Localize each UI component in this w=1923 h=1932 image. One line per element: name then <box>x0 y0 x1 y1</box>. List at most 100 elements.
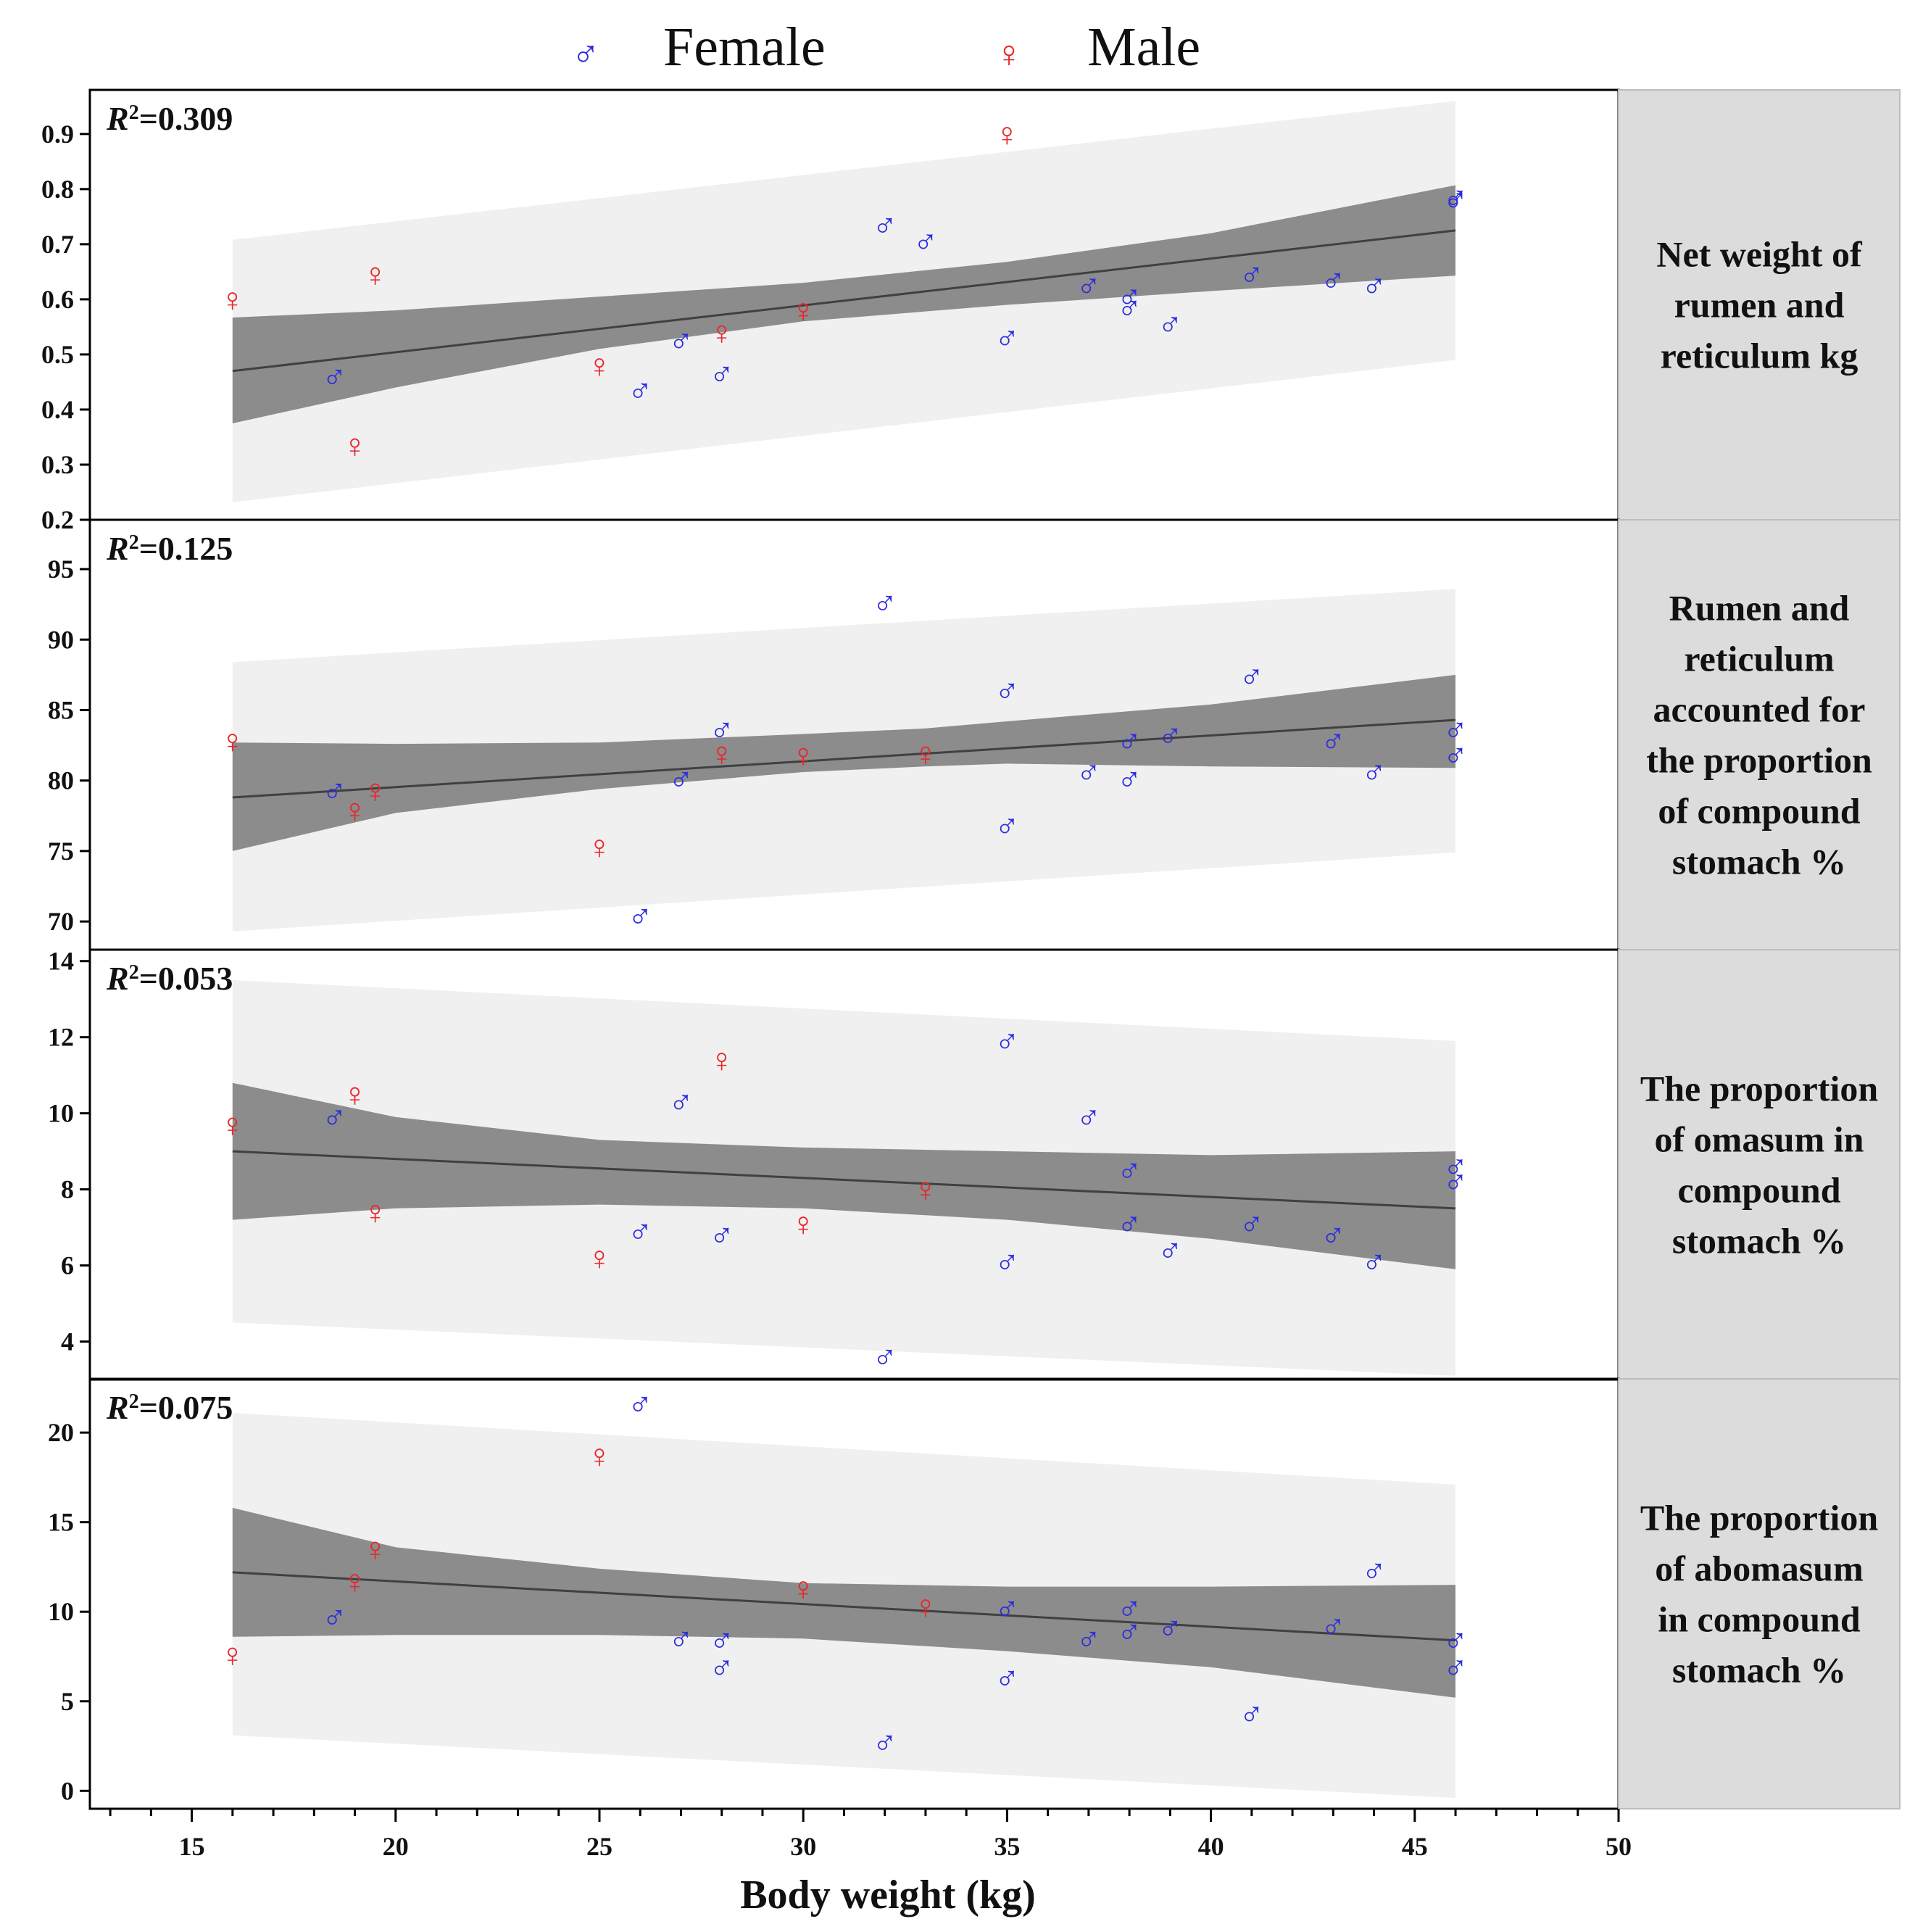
y-tick-label: 0.7 <box>41 230 74 259</box>
male-point: ♀ <box>913 1172 939 1208</box>
male-point: ♀ <box>913 736 939 773</box>
y-tick-label: 0.5 <box>41 340 74 369</box>
female-point: ♂ <box>1076 268 1102 304</box>
r-squared-label: R2=0.309 <box>106 100 233 137</box>
facet-strip <box>1618 949 1901 1380</box>
y-tick-label: 70 <box>48 907 74 936</box>
regression-line <box>232 1150 1456 1210</box>
female-point: ♂ <box>1321 1608 1346 1645</box>
r-squared-value: =0.075 <box>139 1389 233 1426</box>
female-point: ♂ <box>628 1213 653 1250</box>
x-axis: 15 20 25 30 35 40 45 50 <box>109 1809 1632 1861</box>
y-tick-label: 20 <box>48 1418 74 1447</box>
female-point: ♂ <box>322 1099 347 1136</box>
facet-strip-label: The proportion <box>1640 1069 1878 1109</box>
facet-strip-label: The proportion <box>1640 1498 1878 1538</box>
x-tick-label: 40 <box>1198 1832 1224 1861</box>
female-point: ♂ <box>1443 737 1469 774</box>
legend-female-label: Female <box>663 17 826 78</box>
male-point: ♀ <box>362 257 388 294</box>
y-tick-label: 0 <box>61 1776 74 1805</box>
female-point: ♂ <box>668 1084 694 1121</box>
x-tick-label: 30 <box>790 1832 816 1861</box>
confidence-band <box>232 1507 1455 1698</box>
female-point: ♂ <box>1321 723 1346 760</box>
female-point: ♂ <box>1076 1620 1102 1657</box>
y-tick-label: 15 <box>48 1508 74 1537</box>
y-tick-label: 14 <box>48 947 74 976</box>
female-point: ♂ <box>994 1660 1020 1697</box>
female-point: ♂ <box>1076 1099 1102 1136</box>
r-squared-exponent: 2 <box>129 1390 139 1413</box>
facet-strip-label: of compound <box>1658 791 1860 832</box>
r-squared-symbol: R <box>106 1389 129 1426</box>
male-point: ♀ <box>791 1206 816 1243</box>
male-point: ♀ <box>913 1588 939 1625</box>
y-tick-label: 10 <box>48 1597 74 1626</box>
plot-area: ♂♂♂♂♂♂♂♂♂♂♂♂♂♂♂♂♀♀♀♀♀♀♀ <box>220 585 1469 935</box>
r-squared-value: =0.309 <box>139 100 233 137</box>
female-point: ♂ <box>1443 179 1469 216</box>
panel-2: ♂♂♂♂♂♂♂♂♂♂♂♂♂♂♂♂♀♀♀♀♀ ♀ ♀707580859095R2=0.… <box>48 518 1901 951</box>
r-squared-exponent: 2 <box>129 531 139 554</box>
r-squared-label: R2=0.053 <box>106 960 233 997</box>
male-point: ♀ <box>342 792 367 829</box>
female-point: ♂ <box>994 1023 1020 1060</box>
r-squared-value: =0.053 <box>139 960 233 997</box>
female-point: ♂ <box>1076 754 1102 791</box>
female-point: ♂ <box>628 1386 653 1423</box>
y-tick-label: 0.8 <box>41 175 74 204</box>
female-point: ♂ <box>628 372 653 409</box>
male-point: ♀ <box>587 829 612 866</box>
panels: ♂ ♂♂♂♂ ♂♂♂ ♂♂ ♂♂ ♂ ♂♂♂♀♀♀♀♀♀♀0.20.30.40.50.60.… <box>41 88 1901 1810</box>
y-tick-label: 95 <box>48 555 74 584</box>
facet-strip <box>1618 519 1901 950</box>
legend-female-symbol: ♂ <box>572 34 600 75</box>
female-point: ♂ <box>709 1649 734 1686</box>
y-tick-label: 5 <box>61 1687 74 1716</box>
legend-male-symbol: ♀ <box>995 34 1023 75</box>
male-point: ♀ <box>709 736 734 773</box>
r-squared-label: R2=0.075 <box>106 1389 233 1426</box>
female-point: ♂ <box>1443 1164 1469 1201</box>
female-point: ♂ <box>872 1725 897 1762</box>
female-point: ♂ <box>1443 182 1469 219</box>
plot-area: ♂♂♂ ♂♂♂♂♂♂♂♂ ♂♂♂♂♂♂♀♀♀♀♀ ♀ <box>220 1386 1468 1799</box>
female-point: ♂ <box>1158 1609 1183 1646</box>
r-squared-symbol: R <box>106 100 129 137</box>
y-tick-label: 85 <box>48 695 74 724</box>
female-point: ♂ <box>1239 257 1265 294</box>
x-axis-label: Body weight (kg) <box>740 1873 1036 1918</box>
facet-strip-label: of abomasum <box>1655 1548 1864 1589</box>
female-point: ♂ <box>1117 1590 1142 1627</box>
female-point: ♂ <box>1239 1206 1265 1243</box>
plot-area: ♂♂♂♂♂♂♂♂♂♂♂♂♂♂♂♂♀♀♀♀♀♀♀ <box>220 101 1469 502</box>
female-point: ♂ <box>668 323 694 360</box>
confidence-band <box>232 1082 1455 1269</box>
male-point: ♀ <box>342 427 367 464</box>
female-point: ♂ <box>872 1339 897 1376</box>
y-tick-label: 12 <box>48 1023 74 1052</box>
female-point: ♂ <box>322 772 347 809</box>
female-point: ♂ <box>1158 1232 1183 1269</box>
female-point: ♂ <box>709 1217 734 1254</box>
female-point: ♂ <box>322 1599 347 1636</box>
male-point: ♀ <box>587 1438 612 1475</box>
male-point: ♀ <box>791 292 816 329</box>
r-squared-value: =0.125 <box>139 530 233 567</box>
x-tick-label: 45 <box>1402 1832 1428 1861</box>
legend: ♂ Female ♀ Male <box>572 17 1201 78</box>
r-squared-symbol: R <box>106 530 129 567</box>
male-point: ♀ <box>791 737 816 774</box>
regression-line <box>232 718 1456 799</box>
female-point: ♂ <box>1158 306 1183 343</box>
r-squared-label: R2=0.125 <box>106 530 233 567</box>
y-tick-label: 8 <box>61 1175 74 1204</box>
female-point: ♂ <box>1443 1148 1469 1185</box>
male-point: ♀ <box>362 1194 388 1231</box>
male-point: ♀ <box>791 1570 816 1607</box>
female-point: ♂ <box>1361 754 1387 791</box>
female-point: ♂ <box>1361 1243 1387 1280</box>
facet-strip-label: the proportion <box>1646 740 1872 781</box>
